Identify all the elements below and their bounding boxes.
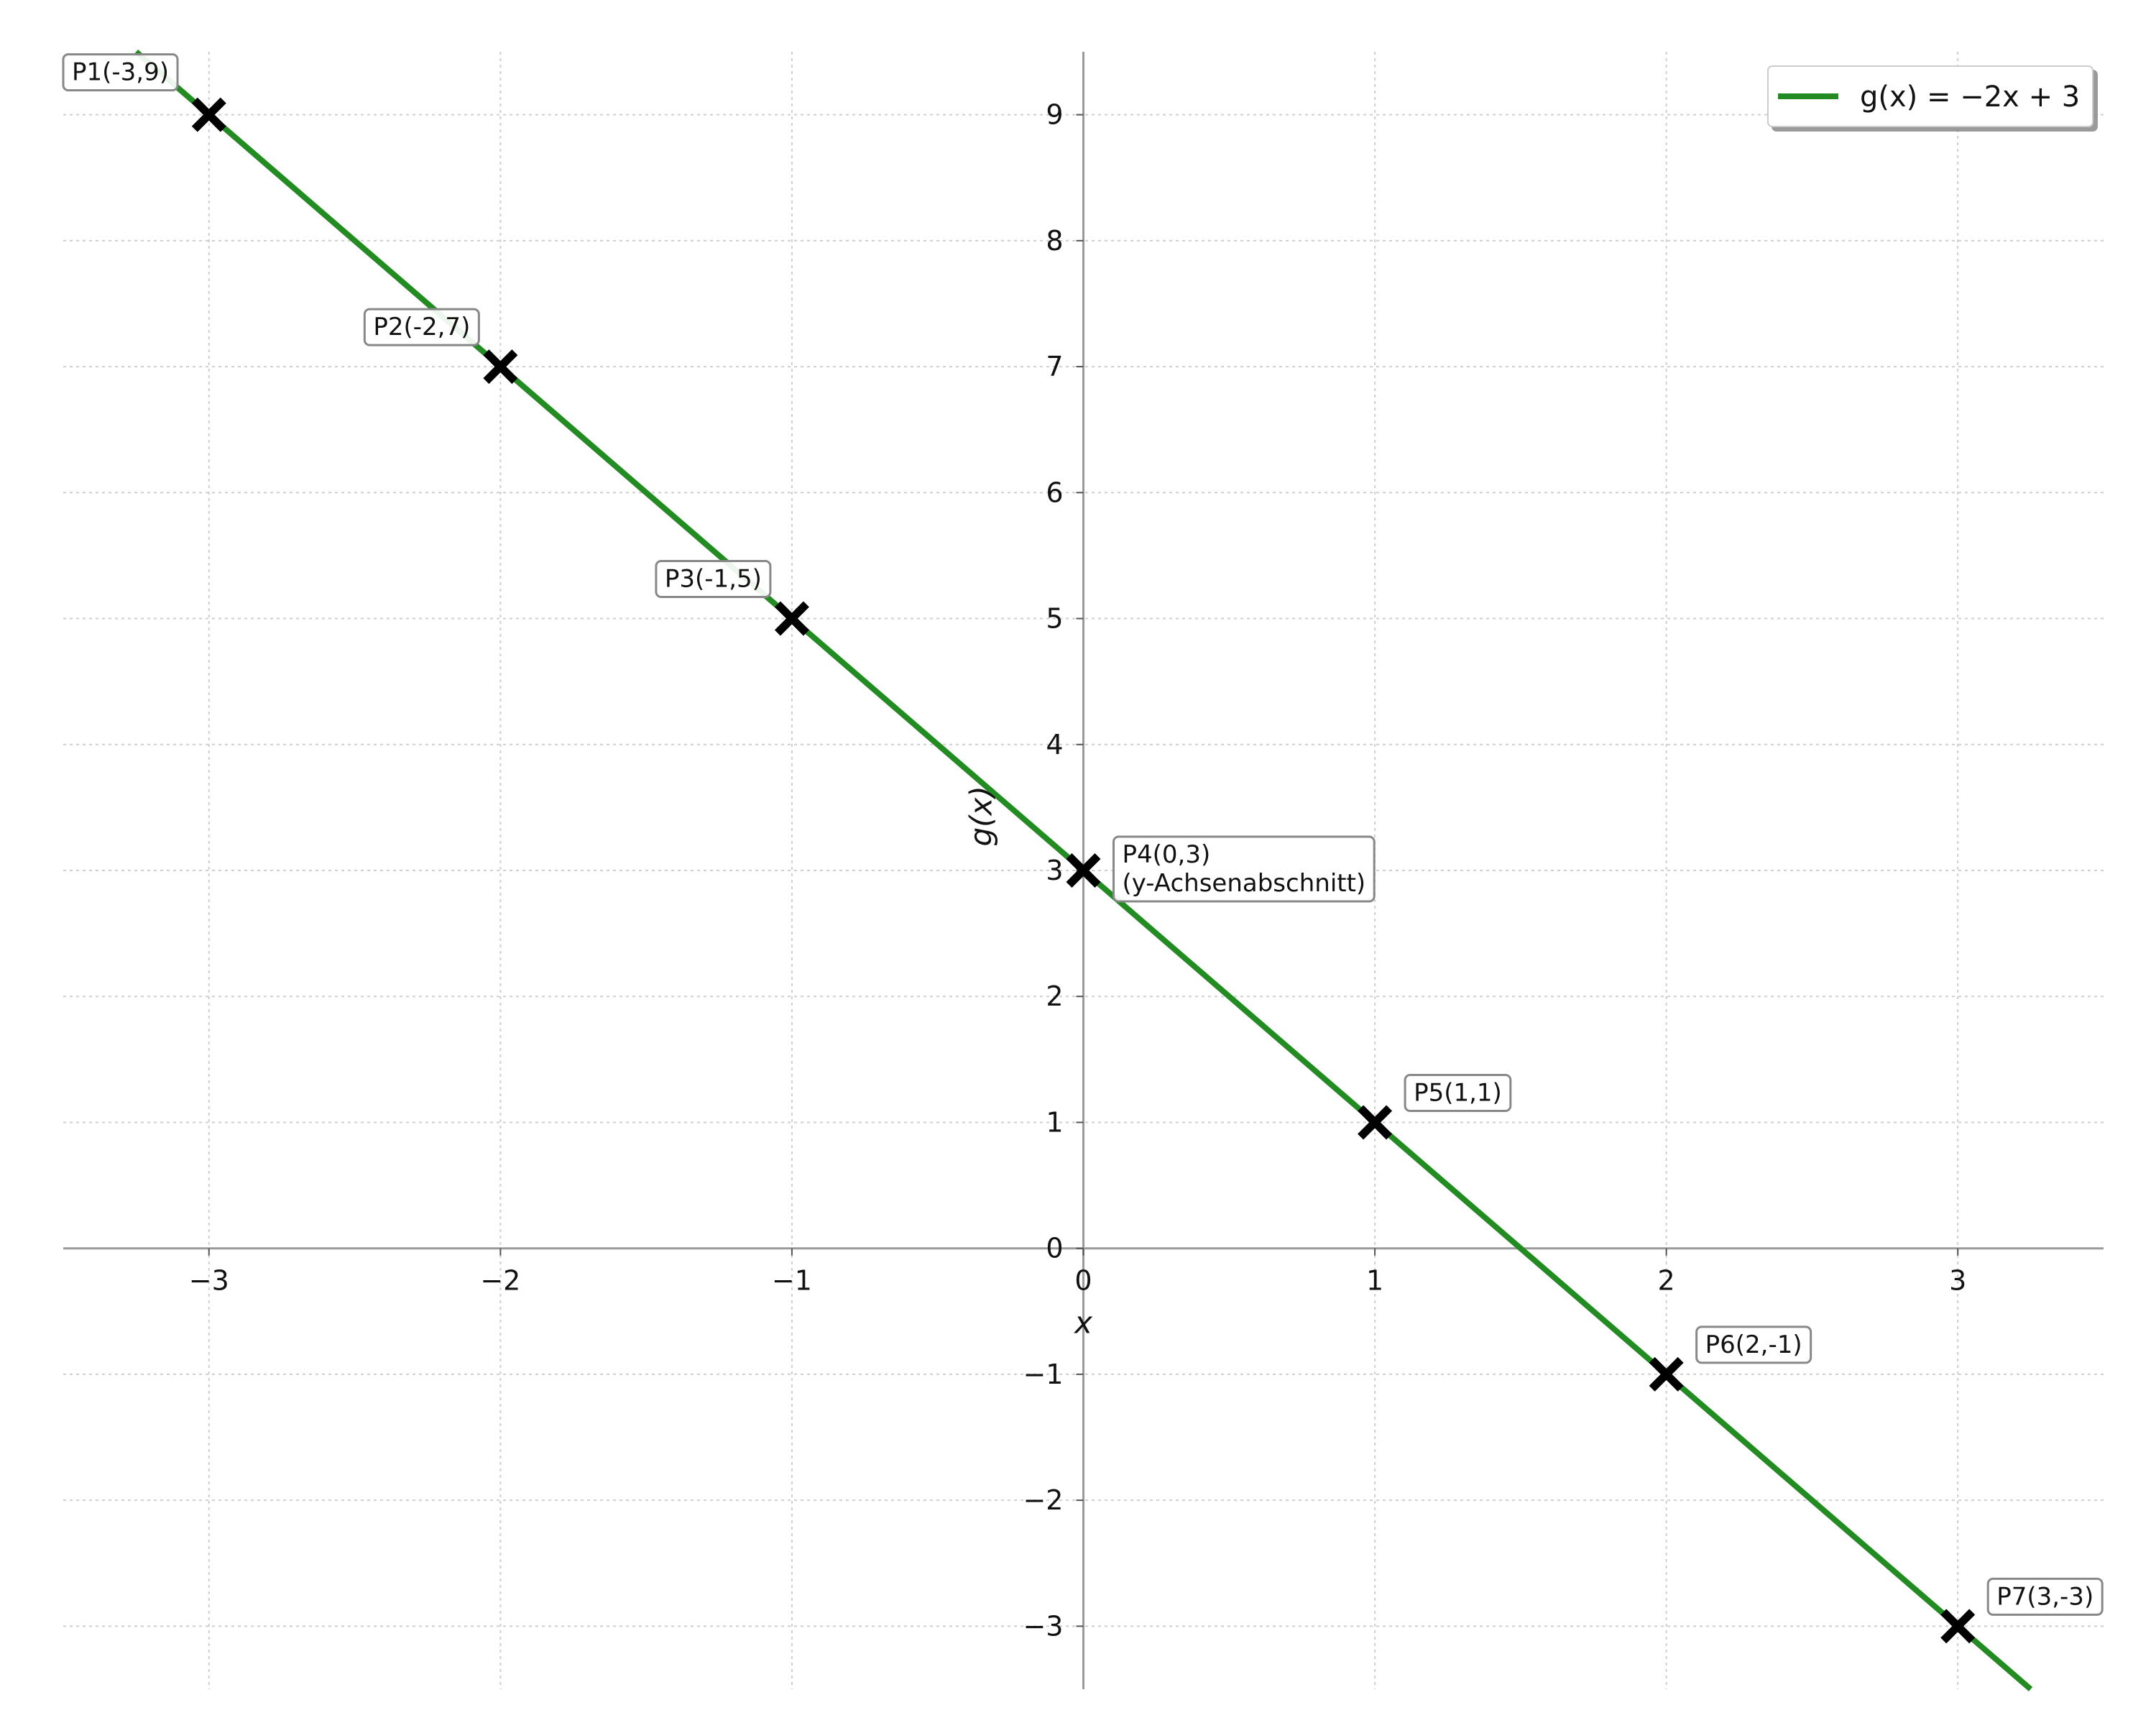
x-tick-label: 3 [1949,1265,1966,1297]
point-label-box [1986,1577,2104,1616]
y-tick-label: 5 [1046,603,1063,635]
y-tick-label: 7 [1046,351,1063,382]
point-label-box [1112,835,1376,903]
y-tick-label: 4 [1046,729,1063,760]
point-marker [1066,853,1101,888]
y-tick-label: −1 [1023,1359,1063,1390]
x-axis-label: x [1073,1305,1093,1341]
point-marker [1358,1105,1393,1140]
y-tick-label: 6 [1046,477,1063,508]
point-label-box [363,308,480,346]
point-marker [1940,1609,1976,1644]
y-tick-label: 9 [1046,99,1063,131]
y-tick-label: 2 [1046,980,1063,1012]
y-axis-label: g(x) [964,786,999,846]
point-label-box [1404,1073,1512,1112]
point-label: P2(-2,7) [363,308,480,346]
legend-box [1767,65,2093,127]
tick-labels: −3 −2 −1 0 1 2 3 −3 −2 −1 0 1 2 3 4 5 6 7 8 9 [189,99,1967,1642]
legend-label: g(x) = −2x + 3 [1860,81,2080,114]
legend[interactable]: g(x) = −2x + 3 [1767,65,2093,127]
point-label-text: P3(-1,5) [665,565,762,594]
point-label-text: P7(3,-3) [1996,1582,2093,1611]
point-labels: P1(-3,9) P2(-2,7) P3(-1,5) P4(0,3)(y-Achsen… [62,53,2104,1616]
point-label-text: P2(-2,7) [373,313,470,341]
point-marker [483,349,518,385]
point-marker [774,601,809,636]
point-label: P7(3,-3) [1986,1577,2104,1616]
y-tick-label: 8 [1046,225,1063,257]
point-marker [1649,1356,1684,1392]
point-label: P1(-3,9) [62,53,179,92]
point-label-box [1695,1325,1812,1364]
points [191,97,1976,1644]
point-label-box [62,53,179,92]
y-tick-label: 1 [1046,1106,1063,1138]
x-tick-label: 2 [1658,1265,1675,1297]
x-tick-label: −1 [772,1265,812,1297]
point-marker [191,97,226,132]
x-tick-label: 0 [1074,1265,1092,1297]
point-label-text: P4(0,3) [1123,840,1211,869]
point-label-text: (y-Achsenabschnitt) [1123,869,1366,898]
y-tick-label: 3 [1046,855,1063,886]
point-label-box [655,560,772,599]
grid [63,52,2104,1689]
x-tick-label: −3 [189,1265,229,1297]
x-tick-label: 1 [1366,1265,1383,1297]
y-tick-label: −3 [1023,1610,1063,1642]
point-label-text: P6(2,-1) [1705,1331,1802,1359]
x-tick-label: −2 [480,1265,520,1297]
point-label: P6(2,-1) [1695,1325,1812,1364]
point-label: P3(-1,5) [655,560,772,599]
y-tick-label: −2 [1023,1484,1063,1516]
point-label: P5(1,1) [1404,1073,1512,1112]
point-label-text: P1(-3,9) [72,58,169,87]
y-tick-label: 0 [1046,1233,1063,1264]
point-label-text: P5(1,1) [1414,1078,1502,1107]
point-label: P4(0,3)(y-Achsenabschnitt) [1112,835,1376,903]
